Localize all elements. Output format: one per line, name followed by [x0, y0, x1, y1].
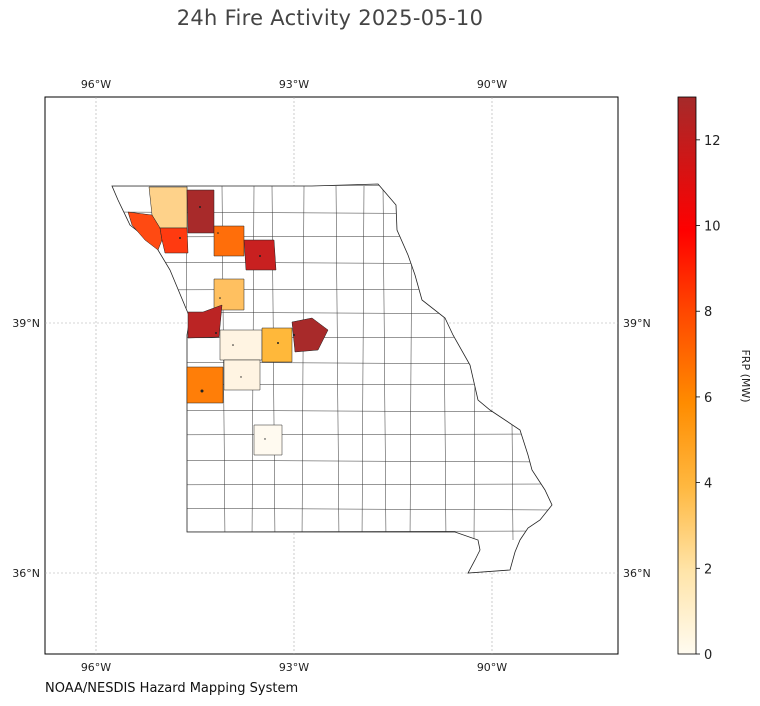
- y-ticks-right: 39°N 36°N: [623, 317, 651, 580]
- county-dade: [253, 424, 283, 456]
- colorbar: [677, 96, 697, 655]
- x-ticks-top: 96°W 93°W 90°W: [81, 78, 507, 91]
- county-st-clair: [223, 359, 261, 391]
- county-pettis: [261, 327, 293, 363]
- fire-point: [199, 206, 201, 208]
- county-johnson: [219, 329, 263, 361]
- county-caldwell: [213, 278, 245, 311]
- colorbar-tick-label: 2: [704, 562, 712, 577]
- y-tick-right: 39°N: [623, 317, 651, 330]
- fire-point: [219, 297, 221, 299]
- colorbar-tick-label: 4: [704, 477, 712, 492]
- fire-points: [179, 206, 295, 440]
- y-tick-left: 39°N: [12, 317, 40, 330]
- map-frame: [44, 96, 619, 655]
- county-gentry: [186, 189, 215, 234]
- fire-point: [217, 232, 219, 234]
- colorbar-label: FRP (MW): [739, 349, 752, 402]
- x-tick-top: 90°W: [477, 78, 507, 91]
- county-holt: [127, 211, 163, 251]
- county-cooper: [291, 317, 329, 353]
- y-tick-left: 36°N: [12, 567, 40, 580]
- x-tick-bottom: 93°W: [279, 661, 309, 674]
- map-title: 24h Fire Activity 2025-05-10: [176, 6, 484, 30]
- x-tick-bottom: 90°W: [477, 661, 507, 674]
- fire-point: [259, 255, 261, 257]
- colorbar-tick-label: 12: [704, 134, 721, 149]
- fire-point: [200, 389, 204, 393]
- x-tick-top: 93°W: [279, 78, 309, 91]
- fire-point: [179, 237, 181, 239]
- fire-point: [215, 332, 217, 334]
- colorbar-tick-label: 6: [704, 391, 712, 406]
- fire-point: [264, 438, 266, 440]
- county-bates: [186, 366, 224, 404]
- fire-point: [240, 376, 242, 378]
- x-ticks-bottom: 96°W 93°W 90°W: [81, 661, 507, 674]
- county-jackson: [187, 304, 223, 339]
- y-ticks-left: 39°N 36°N: [12, 317, 40, 580]
- fire-point: [293, 334, 295, 336]
- county-daviess: [213, 225, 245, 257]
- x-tick-top: 96°W: [81, 78, 111, 91]
- colorbar-tick-label: 8: [704, 305, 712, 320]
- county-andrew: [159, 227, 189, 254]
- fire-point: [232, 344, 234, 346]
- source-credit: NOAA/NESDIS Hazard Mapping System: [45, 681, 299, 696]
- colorbar-ticks: 0 2 4 6 8 10 12: [696, 134, 721, 663]
- colorbar-tick-label: 10: [704, 220, 721, 235]
- colorbar-tick-label: 0: [704, 648, 712, 663]
- x-tick-bottom: 96°W: [81, 661, 111, 674]
- fire-point: [277, 342, 279, 344]
- fire-counties: [127, 186, 329, 456]
- y-tick-right: 36°N: [623, 567, 651, 580]
